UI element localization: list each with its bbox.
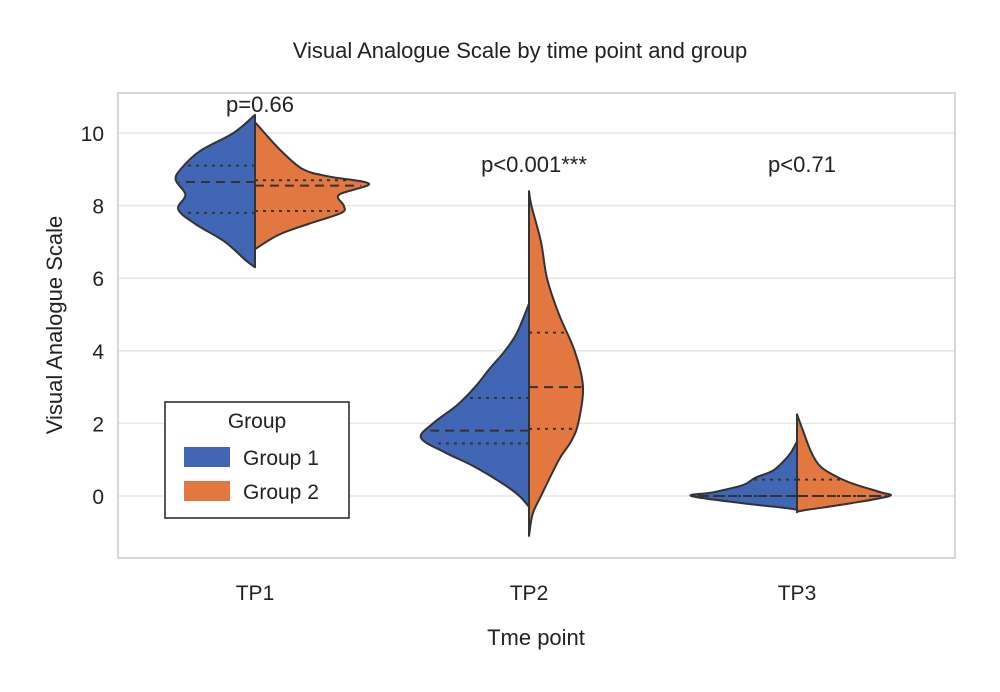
y-tick-label: 8 (92, 196, 104, 219)
legend-swatch-group-1 (184, 447, 230, 467)
violin-half-tp3-group-2 (795, 413, 892, 514)
chart-title: Visual Analogue Scale by time point and … (293, 38, 748, 63)
legend-title: Group (228, 410, 286, 433)
violin-half-tp2-group-1 (419, 302, 530, 508)
y-axis-label: Visual Analogue Scale (42, 216, 67, 435)
legend-swatch-group-2 (184, 481, 230, 501)
x-tick-label: TP3 (778, 582, 817, 605)
x-axis-label: Tme point (487, 625, 585, 650)
p-value-annotation: p<0.001*** (481, 152, 587, 177)
y-tick-label: 6 (92, 268, 104, 291)
legend-label-group-2: Group 2 (243, 481, 319, 504)
y-tick-label: 10 (81, 123, 104, 146)
y-tick-label: 4 (92, 341, 104, 364)
violin-half-tp1-group-2 (254, 121, 371, 251)
violin-half-tp1-group-1 (174, 113, 256, 269)
x-tick-label: TP2 (510, 582, 549, 605)
y-tick-label: 2 (92, 413, 104, 436)
legend-label-group-1: Group 1 (243, 447, 319, 470)
p-value-annotation: p=0.66 (226, 92, 294, 117)
y-tick-label: 0 (92, 486, 104, 509)
x-tick-label: TP1 (236, 582, 275, 605)
plot-frame (117, 92, 956, 559)
legend: Group Group 1 Group 2 (164, 401, 350, 519)
violin-half-tp2-group-2 (528, 190, 585, 537)
violin-half-tp3-group-1 (689, 440, 799, 512)
p-value-annotation: p<0.71 (768, 152, 836, 177)
